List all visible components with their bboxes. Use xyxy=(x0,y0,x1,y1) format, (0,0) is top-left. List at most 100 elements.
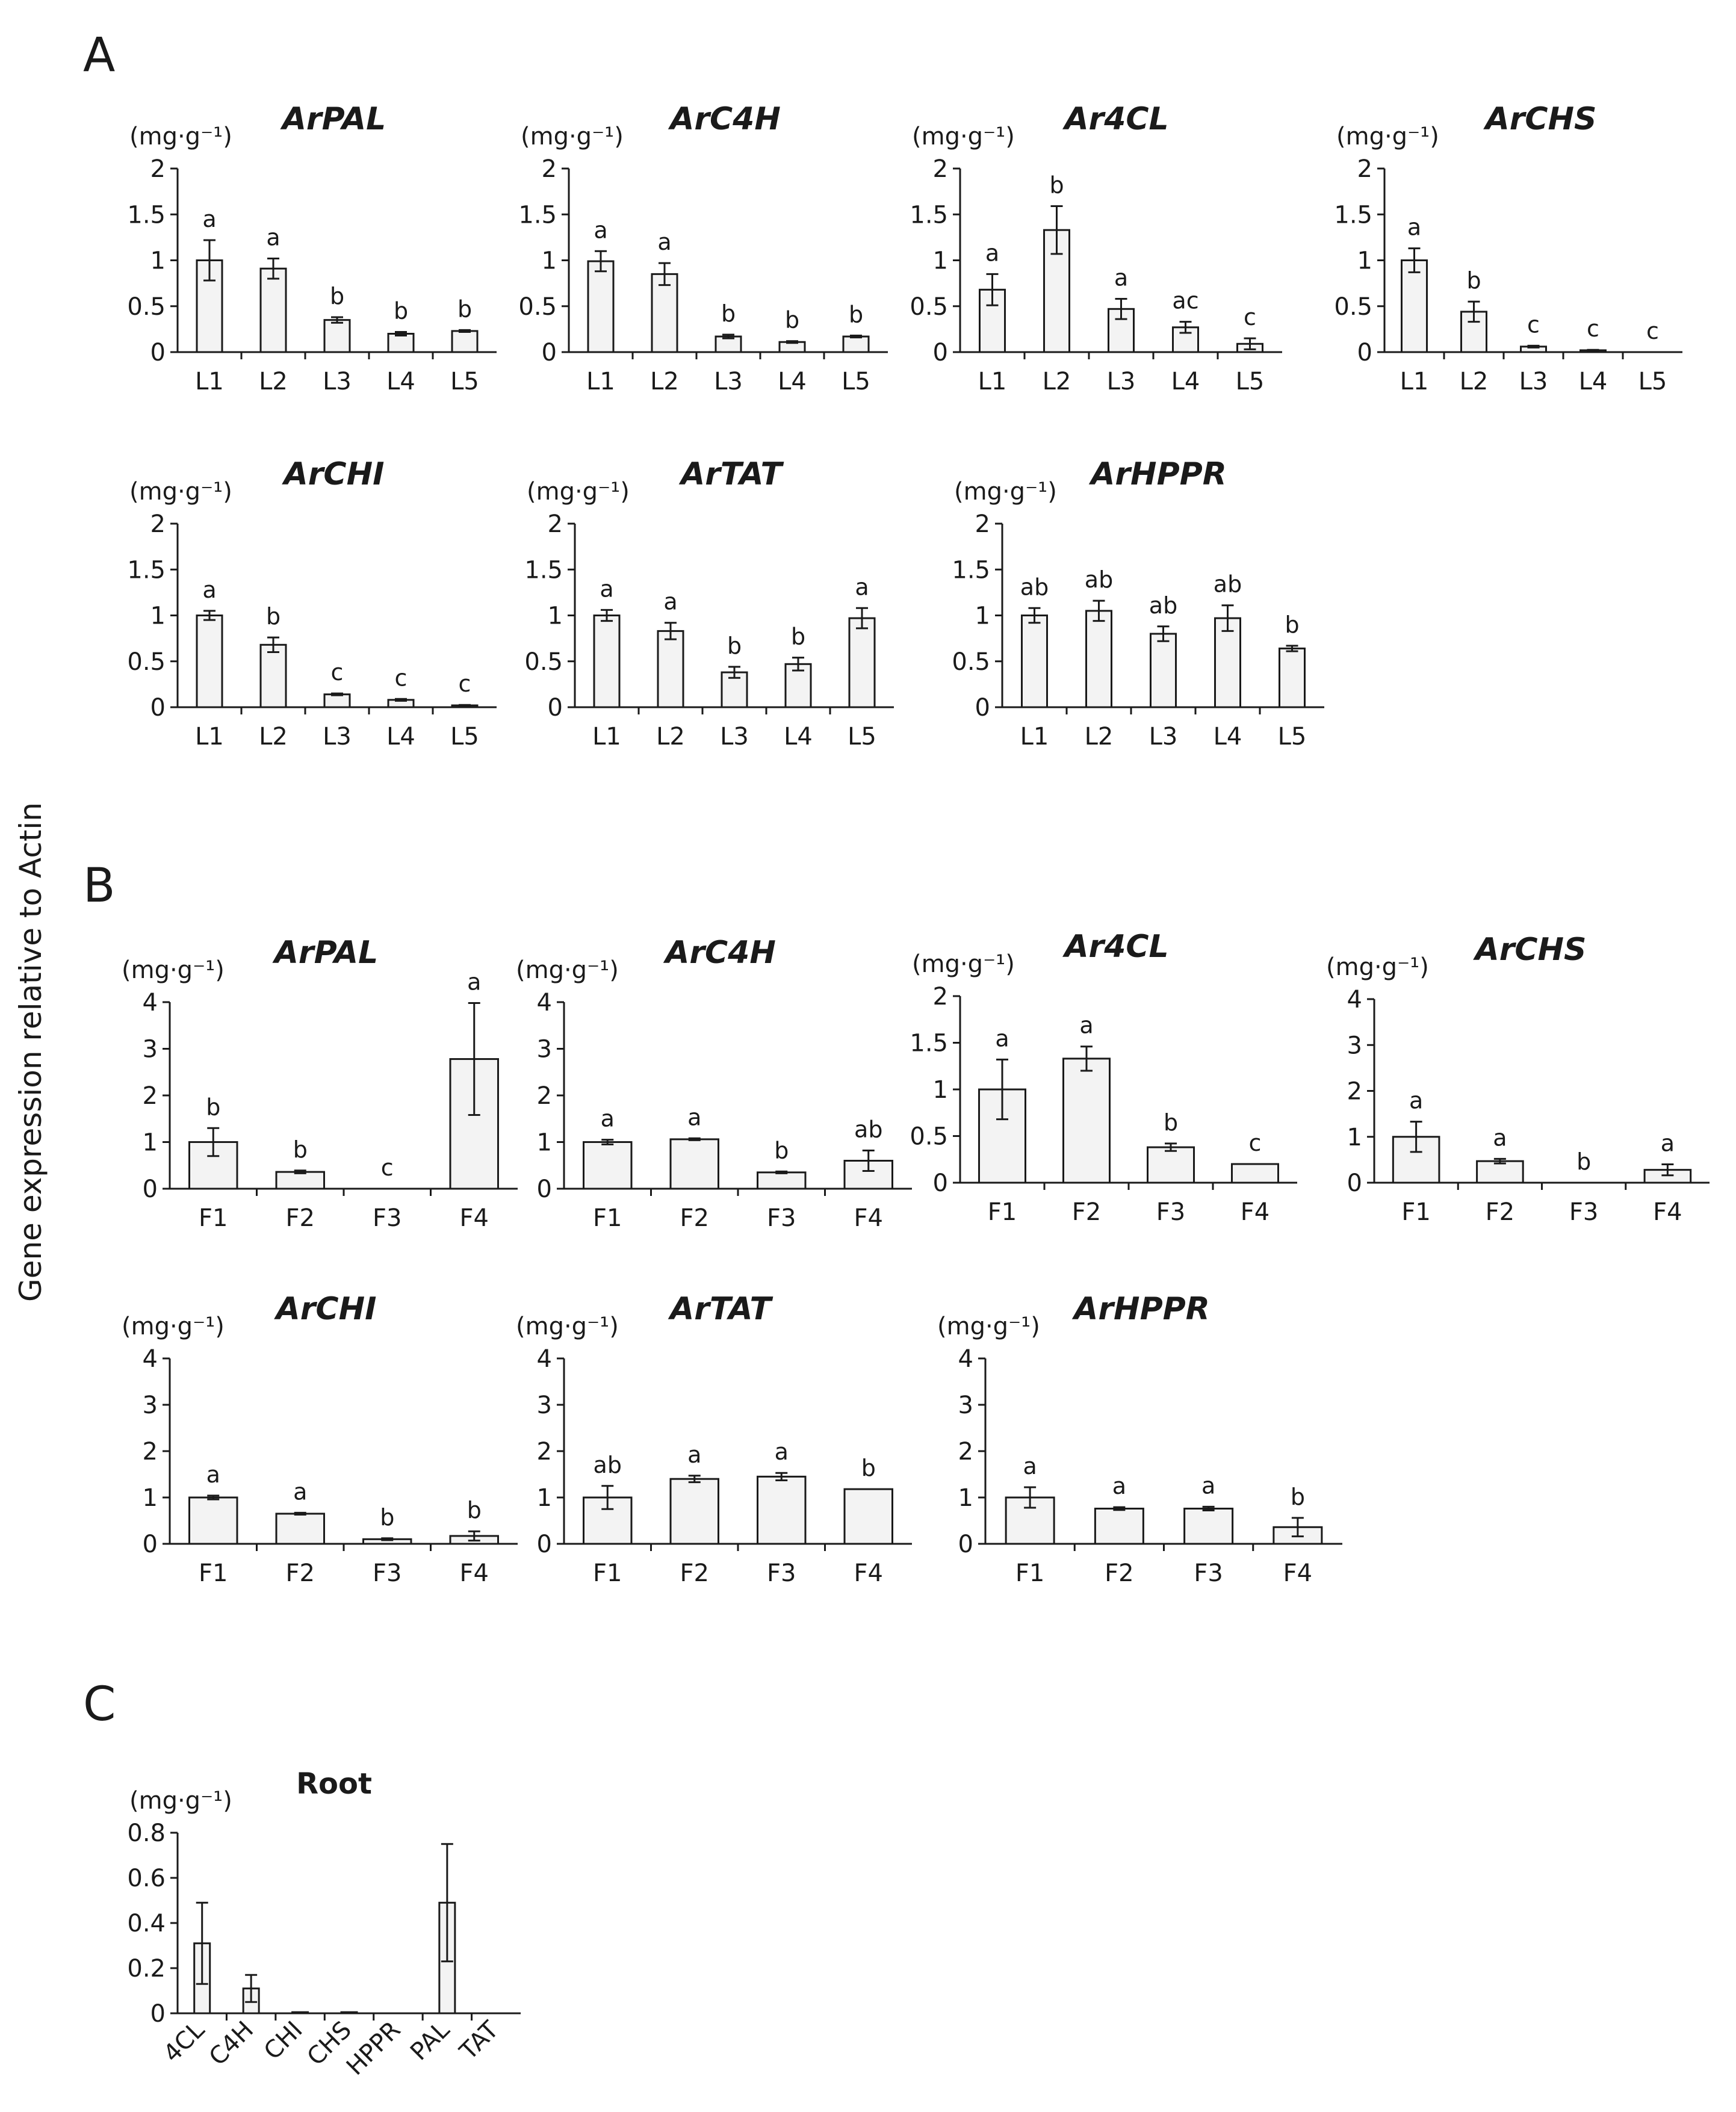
bar xyxy=(451,330,479,353)
x-tick-label: L4 xyxy=(778,368,807,395)
bar xyxy=(583,1141,633,1190)
unit-label: (mg·g⁻¹) xyxy=(912,123,1015,150)
x-tick-label: F2 xyxy=(1072,1198,1101,1226)
bar xyxy=(1147,1146,1195,1184)
x-tick-label: F1 xyxy=(1401,1198,1430,1226)
x-tick-label: F2 xyxy=(1105,1559,1133,1587)
unit-label: (mg·g⁻¹) xyxy=(954,478,1057,506)
x-tick-label: F2 xyxy=(1486,1198,1514,1226)
y-tick-label: 2 xyxy=(975,510,990,538)
x-tick-label: L5 xyxy=(842,368,870,395)
significance-letter: b xyxy=(1576,1148,1591,1175)
x-tick-label: L5 xyxy=(450,368,479,395)
bar xyxy=(1085,610,1112,708)
bar xyxy=(757,1475,807,1545)
y-tick-label: 0 xyxy=(143,1531,158,1558)
panel-letter-a: A xyxy=(83,28,115,82)
y-tick-label: 0.5 xyxy=(1334,293,1372,321)
y-tick-label: 0.5 xyxy=(952,648,990,676)
y-tick-label: 0.5 xyxy=(127,648,166,676)
significance-letter: b xyxy=(293,1136,308,1163)
bar xyxy=(1476,1160,1524,1184)
significance-letter: b xyxy=(849,302,863,328)
y-tick-label: 1.5 xyxy=(127,201,166,229)
y-tick-label: 2 xyxy=(1357,155,1372,183)
unit-label: (mg·g⁻¹) xyxy=(129,478,232,506)
x-tick-label: F3 xyxy=(373,1559,401,1587)
y-tick-label: 0 xyxy=(542,339,557,367)
bar xyxy=(188,1496,238,1545)
x-tick-label: F2 xyxy=(680,1559,709,1587)
x-tick-label: L1 xyxy=(195,368,224,395)
chart-title: ArPAL xyxy=(280,101,386,137)
x-tick-label: F1 xyxy=(593,1559,622,1587)
x-tick-label: L3 xyxy=(1149,723,1178,751)
significance-letter: ab xyxy=(854,1116,882,1142)
y-tick-label: 1 xyxy=(548,602,563,630)
x-tick-label: F1 xyxy=(199,1559,228,1587)
bar xyxy=(1150,633,1177,708)
y-tick-label: 0.8 xyxy=(127,1819,166,1847)
y-tick-label: 3 xyxy=(143,1392,158,1419)
y-tick-label: 2 xyxy=(150,155,166,183)
unit-label: (mg·g⁻¹) xyxy=(937,1313,1040,1340)
chart-a-archi: ArCHI (mg·g⁻¹) 0 0.5 1 1.5 2 a L1 b L2 c L3 c L4 c L5 xyxy=(127,456,497,751)
significance-letter: a xyxy=(687,1442,701,1468)
y-tick-label: 2 xyxy=(537,1438,552,1466)
panel-letter-c: C xyxy=(83,1677,116,1732)
x-tick-label: L4 xyxy=(1171,368,1200,395)
chart-title: Ar4CL xyxy=(1062,929,1168,965)
unit-label: (mg·g⁻¹) xyxy=(516,1313,619,1340)
x-tick-label: F3 xyxy=(373,1204,401,1232)
x-tick-label: L5 xyxy=(848,723,876,751)
x-tick-label: L3 xyxy=(323,723,352,751)
y-tick-label: 2 xyxy=(150,510,166,538)
bar xyxy=(587,260,615,353)
significance-letter: b xyxy=(774,1137,789,1163)
y-tick-label: 0 xyxy=(548,694,563,722)
unit-label: (mg·g⁻¹) xyxy=(122,956,225,984)
bar xyxy=(275,1513,325,1545)
bar xyxy=(651,273,678,353)
x-tick-label: L1 xyxy=(978,368,1007,395)
unit-label: (mg·g⁻¹) xyxy=(129,1787,232,1815)
y-tick-label: 4 xyxy=(143,1345,158,1373)
chart-title: ArPAL xyxy=(272,935,379,971)
significance-letter: a xyxy=(594,217,607,243)
bar xyxy=(657,630,684,708)
x-tick-label: F4 xyxy=(854,1559,883,1587)
y-tick-label: 2 xyxy=(958,1438,973,1466)
chart-title: ArHPPR xyxy=(1088,456,1227,492)
y-tick-label: 1.5 xyxy=(952,556,990,584)
panel-letter-b: B xyxy=(83,859,116,913)
y-tick-label: 0.5 xyxy=(524,648,563,676)
significance-letter: a xyxy=(995,1025,1009,1051)
y-tick-label: 0 xyxy=(537,1531,552,1558)
y-tick-label: 4 xyxy=(537,1345,552,1373)
y-tick-label: 1.5 xyxy=(1334,201,1372,229)
y-tick-label: 1 xyxy=(933,1076,948,1104)
unit-label: (mg·g⁻¹) xyxy=(122,1313,225,1340)
significance-letter: a xyxy=(985,240,999,266)
y-tick-label: 1 xyxy=(143,1484,158,1512)
significance-letter: ab xyxy=(594,1452,622,1478)
y-tick-label: 0 xyxy=(150,2000,166,2028)
significance-letter: a xyxy=(266,224,280,250)
y-tick-label: 3 xyxy=(537,1392,552,1419)
significance-letter: b xyxy=(721,300,736,327)
significance-letter: a xyxy=(1407,214,1421,241)
x-tick-label: L2 xyxy=(1460,368,1489,395)
y-tick-label: 4 xyxy=(1347,986,1362,1014)
x-tick-label: F4 xyxy=(1283,1559,1312,1587)
y-tick-label: 2 xyxy=(1347,1078,1362,1106)
x-tick-label: L1 xyxy=(592,723,621,751)
x-tick-label: F2 xyxy=(286,1204,315,1232)
significance-letter: b xyxy=(1466,267,1481,294)
y-tick-label: 1 xyxy=(542,247,557,275)
bar xyxy=(1401,259,1428,353)
significance-letter: c xyxy=(1527,311,1540,338)
y-tick-label: 0.4 xyxy=(127,1910,166,1937)
significance-letter: a xyxy=(1023,1453,1037,1479)
significance-letter: a xyxy=(1114,265,1128,291)
